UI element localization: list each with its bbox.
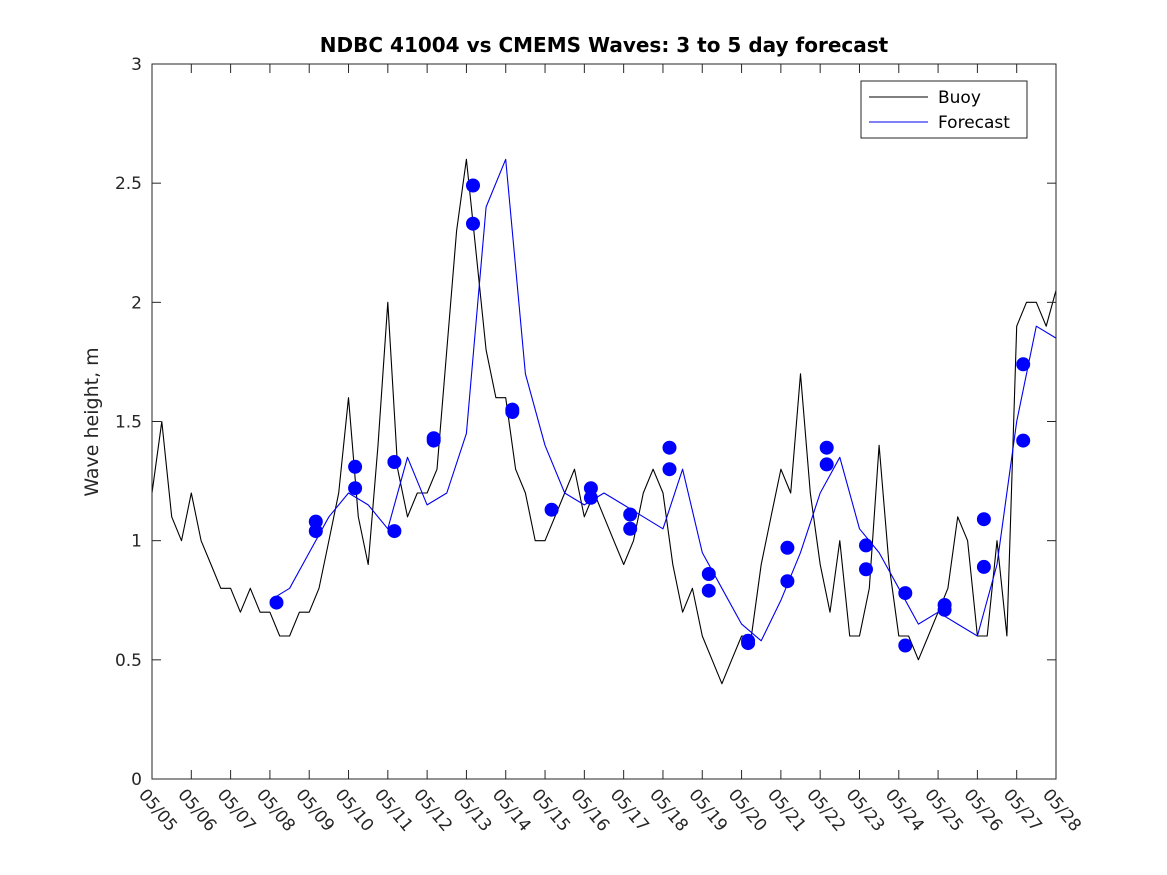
forecast-marker bbox=[544, 502, 559, 517]
forecast-marker bbox=[898, 638, 913, 653]
forecast-marker bbox=[1016, 433, 1031, 448]
forecast-marker bbox=[937, 602, 952, 617]
x-tick-label: 05/27 bbox=[999, 785, 1046, 835]
y-tick-label: 3 bbox=[131, 55, 142, 75]
x-tick-label: 05/26 bbox=[960, 785, 1007, 835]
y-axis-label: Wave height, m bbox=[81, 347, 103, 496]
forecast-marker bbox=[662, 440, 677, 455]
forecast-marker bbox=[976, 512, 991, 527]
forecast-marker bbox=[466, 216, 480, 231]
x-tick-label: 05/06 bbox=[173, 785, 220, 835]
y-tick-label: 1 bbox=[131, 532, 142, 552]
plot-background bbox=[152, 64, 1056, 779]
forecast-marker bbox=[466, 178, 480, 193]
legend-box bbox=[860, 80, 1028, 139]
series-line-forecast bbox=[269, 158, 1057, 642]
x-tick-label: 05/24 bbox=[881, 785, 928, 835]
forecast-marker bbox=[662, 462, 677, 477]
chart-title: NDBC 41004 vs CMEMS Waves: 3 to 5 day fo… bbox=[320, 33, 889, 57]
forecast-marker bbox=[426, 433, 441, 448]
x-tick-label: 05/10 bbox=[331, 785, 378, 835]
y-tick-label: 1.5 bbox=[115, 413, 142, 433]
forecast-marker bbox=[898, 586, 913, 601]
x-tick-label: 05/22 bbox=[802, 785, 849, 835]
x-tick-label: 05/28 bbox=[1038, 785, 1085, 835]
x-tick-label: 05/20 bbox=[724, 785, 771, 835]
forecast-marker bbox=[348, 459, 363, 474]
x-tick-label: 05/17 bbox=[606, 785, 653, 835]
forecast-marker bbox=[859, 562, 873, 577]
forecast-marker bbox=[701, 583, 716, 598]
forecast-marker bbox=[859, 538, 873, 553]
y-tick-label: 2 bbox=[131, 293, 142, 313]
forecast-marker bbox=[741, 636, 756, 651]
y-tick-label: 0 bbox=[131, 770, 142, 790]
x-tick-label: 05/15 bbox=[527, 785, 574, 835]
x-tick-label: 05/12 bbox=[409, 785, 456, 835]
x-tick-label: 05/08 bbox=[252, 785, 299, 835]
x-tick-label: 05/05 bbox=[134, 785, 181, 835]
x-tick-label: 05/21 bbox=[763, 785, 810, 835]
plot-area bbox=[151, 63, 1057, 780]
series-line-buoy bbox=[151, 158, 1057, 685]
forecast-marker bbox=[269, 595, 284, 610]
x-tick-label: 05/14 bbox=[488, 785, 535, 835]
forecast-marker bbox=[819, 440, 834, 455]
forecast-marker bbox=[780, 574, 795, 589]
x-tick-label: 05/16 bbox=[567, 785, 614, 835]
markers-group bbox=[269, 178, 1031, 653]
forecast-marker bbox=[819, 457, 834, 472]
legend-forecast-label: Forecast bbox=[938, 113, 1010, 133]
x-tick-label: 05/25 bbox=[920, 785, 967, 835]
y-tick-label: 2.5 bbox=[115, 174, 142, 194]
y-tick-label: 0.5 bbox=[115, 651, 142, 671]
forecast-marker bbox=[505, 405, 520, 419]
forecast-marker bbox=[387, 524, 402, 539]
series-group bbox=[151, 158, 1057, 685]
x-tick-label: 05/23 bbox=[842, 785, 889, 835]
forecast-marker bbox=[1016, 357, 1031, 372]
forecast-marker bbox=[308, 524, 323, 539]
forecast-marker bbox=[583, 490, 598, 505]
x-tick-label: 05/09 bbox=[291, 785, 338, 835]
forecast-marker bbox=[780, 540, 795, 555]
x-tick-label: 05/19 bbox=[684, 785, 731, 835]
forecast-marker bbox=[976, 559, 991, 574]
forecast-marker bbox=[623, 521, 638, 536]
forecast-marker bbox=[623, 507, 638, 522]
x-tick-label: 05/07 bbox=[213, 785, 260, 835]
forecast-marker bbox=[387, 455, 402, 469]
forecast-marker bbox=[701, 567, 716, 581]
legend: Buoy Forecast bbox=[860, 80, 1028, 139]
x-tick-label: 05/11 bbox=[370, 785, 417, 835]
y-axis: 0 0.5 1 1.5 2 2.5 3 bbox=[115, 55, 1056, 790]
legend-buoy-label: Buoy bbox=[938, 88, 981, 108]
x-tick-label: 05/13 bbox=[449, 785, 496, 835]
forecast-marker bbox=[348, 481, 363, 496]
x-tick-label: 05/18 bbox=[645, 785, 692, 835]
